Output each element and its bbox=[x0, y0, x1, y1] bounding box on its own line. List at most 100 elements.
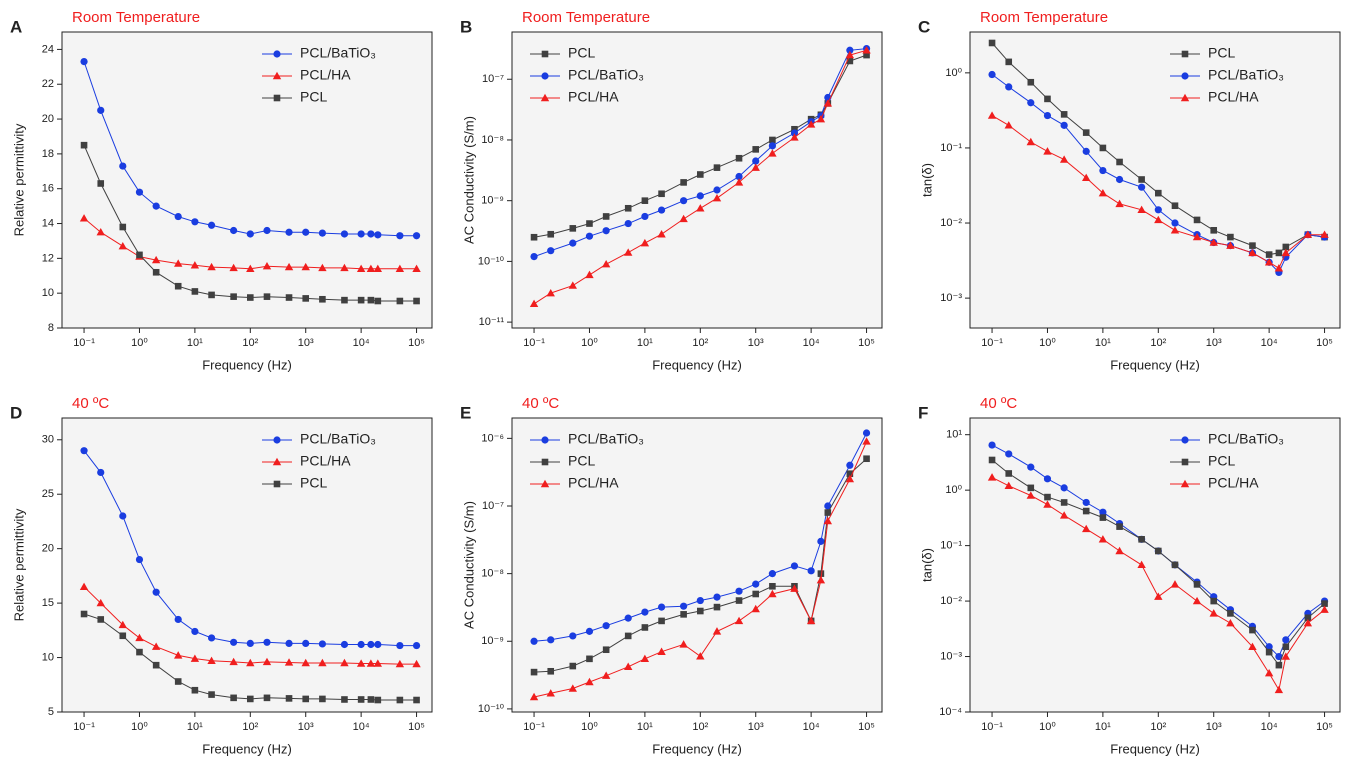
data-point bbox=[1137, 205, 1146, 214]
data-point bbox=[817, 537, 825, 545]
legend-label: PCL/BaTiO₃ bbox=[568, 431, 644, 447]
data-point bbox=[1264, 669, 1274, 677]
data-point bbox=[816, 575, 826, 584]
data-point bbox=[586, 655, 593, 663]
data-point bbox=[1082, 147, 1090, 155]
data-point bbox=[657, 206, 666, 214]
x-tick-label: 10⁰ bbox=[1039, 337, 1056, 349]
data-point bbox=[824, 502, 832, 510]
data-point bbox=[301, 262, 310, 271]
y-tick-label: 10⁻¹ bbox=[940, 142, 962, 154]
data-point bbox=[1098, 188, 1108, 197]
data-point bbox=[823, 516, 833, 525]
legend-marker bbox=[540, 93, 550, 102]
data-point bbox=[624, 248, 633, 256]
data-point bbox=[546, 689, 555, 697]
data-point bbox=[263, 638, 271, 646]
x-tick-label: 10⁵ bbox=[1316, 721, 1333, 733]
chart-title: 40 ºC bbox=[980, 395, 1017, 412]
y-tick-label: 14 bbox=[42, 217, 54, 229]
data-point bbox=[624, 204, 632, 212]
data-point bbox=[357, 696, 365, 703]
x-tick-label: 10⁻¹ bbox=[981, 721, 1003, 733]
data-point bbox=[680, 602, 688, 610]
y-axis-label: tan(δ) bbox=[919, 548, 934, 582]
data-point bbox=[751, 604, 760, 613]
data-point bbox=[285, 294, 293, 301]
data-point bbox=[230, 226, 238, 235]
y-tick-label: 10⁻⁸ bbox=[481, 568, 504, 580]
panel-label: F bbox=[918, 403, 928, 422]
panel-label: E bbox=[460, 403, 471, 422]
data-point bbox=[585, 627, 594, 635]
data-point bbox=[340, 263, 349, 272]
plot-area bbox=[62, 32, 432, 328]
data-point bbox=[680, 197, 688, 205]
data-point bbox=[1060, 484, 1068, 492]
data-point bbox=[585, 232, 594, 240]
legend-marker bbox=[541, 458, 549, 466]
data-point bbox=[208, 291, 215, 299]
data-point bbox=[374, 696, 382, 704]
data-point bbox=[1005, 58, 1013, 66]
data-point bbox=[263, 226, 271, 235]
x-tick-label: 10³ bbox=[748, 721, 764, 733]
data-point bbox=[151, 642, 161, 650]
data-point bbox=[366, 659, 376, 667]
x-tick-label: 10¹ bbox=[637, 721, 653, 733]
data-point bbox=[862, 429, 871, 437]
x-tick-label: 10⁴ bbox=[1261, 337, 1278, 349]
legend-label: PCL/BaTiO₃ bbox=[568, 67, 644, 83]
data-point bbox=[318, 658, 327, 667]
data-point bbox=[1060, 111, 1068, 118]
data-point bbox=[846, 470, 854, 478]
data-point bbox=[318, 263, 327, 272]
legend-label: PCL bbox=[1208, 453, 1235, 469]
data-point bbox=[658, 617, 665, 625]
x-tick-label: 10⁰ bbox=[131, 721, 148, 733]
legend-marker bbox=[1181, 458, 1189, 466]
data-point bbox=[191, 686, 199, 694]
data-point bbox=[735, 587, 743, 595]
data-point bbox=[174, 651, 183, 659]
x-tick-label: 10³ bbox=[748, 337, 764, 349]
data-point bbox=[152, 202, 160, 210]
data-point bbox=[340, 658, 349, 667]
data-point bbox=[80, 610, 88, 618]
legend-label: PCL/BaTiO₃ bbox=[1208, 431, 1284, 447]
data-point bbox=[569, 239, 577, 247]
data-point bbox=[263, 293, 271, 300]
legend-label: PCL/HA bbox=[568, 89, 619, 105]
y-tick-label: 10⁻¹ bbox=[940, 540, 962, 552]
data-point bbox=[356, 659, 366, 667]
data-point bbox=[1193, 581, 1201, 588]
y-tick-label: 16 bbox=[42, 183, 54, 195]
data-point bbox=[1138, 183, 1146, 191]
data-point bbox=[285, 228, 293, 236]
data-point bbox=[1275, 249, 1283, 257]
data-point bbox=[1098, 535, 1108, 543]
chart-title: 40 ºC bbox=[72, 395, 109, 412]
y-tick-label: 10 bbox=[42, 287, 54, 299]
data-point bbox=[1027, 463, 1035, 471]
data-point bbox=[862, 46, 871, 54]
data-point bbox=[1275, 661, 1283, 669]
x-tick-label: 10³ bbox=[1206, 721, 1222, 733]
data-point bbox=[1193, 216, 1201, 224]
x-axis-label: Frequency (Hz) bbox=[202, 741, 292, 756]
data-point bbox=[1004, 481, 1013, 489]
data-point bbox=[752, 580, 760, 588]
data-point bbox=[262, 657, 272, 666]
data-point bbox=[97, 616, 105, 623]
data-point bbox=[1275, 652, 1283, 661]
y-tick-label: 10⁻⁷ bbox=[482, 500, 504, 512]
data-point bbox=[1115, 546, 1124, 555]
data-point bbox=[790, 129, 799, 137]
data-point bbox=[1027, 78, 1035, 86]
data-point bbox=[357, 296, 365, 304]
data-point bbox=[530, 668, 538, 676]
data-point bbox=[641, 197, 649, 204]
y-tick-label: 12 bbox=[42, 252, 54, 264]
x-axis-label: Frequency (Hz) bbox=[202, 357, 292, 372]
data-point bbox=[174, 615, 182, 624]
